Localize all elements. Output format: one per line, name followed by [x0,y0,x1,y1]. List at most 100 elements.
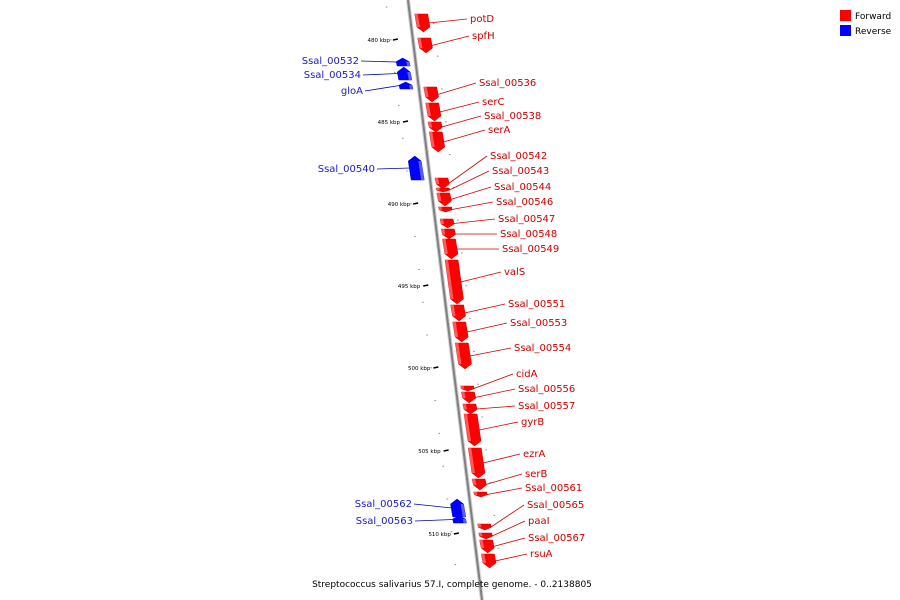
leader-line [376,167,410,170]
leader-line [495,553,528,562]
leader-line [437,82,477,95]
gene-arrow-shade [455,343,462,364]
gene-arrow-shade [477,524,482,528]
gene-rsuA [481,553,497,569]
gene-label: serC [482,97,504,108]
genome-caption: Streptococcus salivarius 57.I, complete … [312,580,592,590]
gene-label: Ssal_00544 [494,182,551,193]
gene-Ssal_00543 [435,187,450,193]
gene-valS [444,259,464,305]
gene-label: rsuA [530,549,553,560]
gene-Ssal_00546 [438,206,453,213]
leader-line [453,218,496,224]
leader-line [491,520,526,537]
gene-label: Ssal_00553 [510,318,567,329]
leader-line [473,373,514,389]
gene-arrow-shade [423,87,429,97]
gene-arrow-shade [406,61,411,66]
major-tick [433,366,439,369]
gene-arrow-shade [445,260,454,299]
leader-line [490,504,525,528]
gene-arrow-shade [409,85,413,89]
gene-arrow-shade [440,219,445,224]
major-tick [453,532,460,535]
gene-label: Ssal_00562 [355,499,412,510]
gene-label: serB [525,469,547,480]
gene-label: Ssal_00551 [508,299,565,310]
gene-Ssal_00567 [479,539,495,554]
gene-arrow-shade [442,239,448,254]
gene-serB [471,478,487,491]
leader-line [469,347,512,357]
gene-arrow-shade [414,14,420,27]
gene-Ssal_00553 [452,321,469,343]
gene-label: valS [504,267,525,278]
gene-label: spfH [472,31,495,42]
gene-label: gyrB [521,417,544,428]
gene-arrow-shade [428,122,433,128]
gene-arrow [460,385,475,392]
gene-arrow-shade [434,178,440,185]
gene-label: gloA [341,86,363,97]
leader-line [486,487,523,495]
leader-line [474,388,516,398]
gene-label: Ssal_00540 [318,164,375,175]
leader-line [466,322,508,333]
major-tick-label: 485 kbp [378,120,401,126]
leader-line [439,101,480,113]
leader-line [448,155,488,184]
gene-Ssal_00561 [473,491,488,498]
gene-arrow-shade [468,448,475,473]
gene-arrow-shade [462,404,468,410]
minor-ticks [385,6,500,566]
leader-line [428,18,468,24]
gene-label: Ssal_00565 [527,500,584,511]
gene-arrow [473,491,488,498]
gene-label: Ssal_00532 [302,56,359,67]
major-tick [402,120,409,123]
gene-serC [425,102,442,122]
gene-Ssal_00534 [396,66,413,81]
gene-label: Ssal_00563 [356,516,413,527]
gene-label: Ssal_00556 [518,384,575,395]
gene-label: Ssal_00538 [484,111,541,122]
legend-swatch-reverse [840,25,851,36]
gene-arrow-shade [460,504,466,517]
gene-label: paaI [528,516,550,527]
gene-label: Ssal_00557 [518,401,575,412]
gene-Ssal_00554 [455,342,472,370]
major-tick-label: 510 kbp [428,532,451,538]
gene-arrow-shade [479,540,485,548]
gene-arrow-shade [461,392,466,399]
gene-label: Ssal_00549 [502,244,559,255]
legend-label-forward: Forward [855,12,891,22]
leader-line [476,405,516,410]
leader-line [485,473,523,485]
gene-arrow [398,81,414,90]
leader-line [493,537,526,547]
gene-arrow [438,206,453,213]
legend-label-reverse: Reverse [855,27,892,37]
gene-label: Ssal_00534 [304,70,361,81]
gene-arrow [452,515,467,524]
gene-label: Ssal_00548 [500,229,557,240]
major-tick-label: 480 kbp [368,38,391,44]
gene-serA [428,131,446,153]
leader-line [360,60,397,63]
gene-arrow [439,218,455,229]
gene-Ssal_00548 [440,228,456,240]
gene-paaI [478,532,493,540]
gene-label: Ssal_00561 [525,483,582,494]
gene-Ssal_00557 [462,403,478,415]
leader-line [460,271,502,283]
leader-line [414,519,454,522]
leader-line [364,85,400,92]
leader-line [362,73,399,76]
gene-label: potD [470,14,494,25]
leader-line [450,186,492,200]
gene-gloA [398,81,414,90]
gene-label: ezrA [523,449,546,460]
gene-arrow-shade [418,161,425,180]
leader-line [451,201,494,210]
